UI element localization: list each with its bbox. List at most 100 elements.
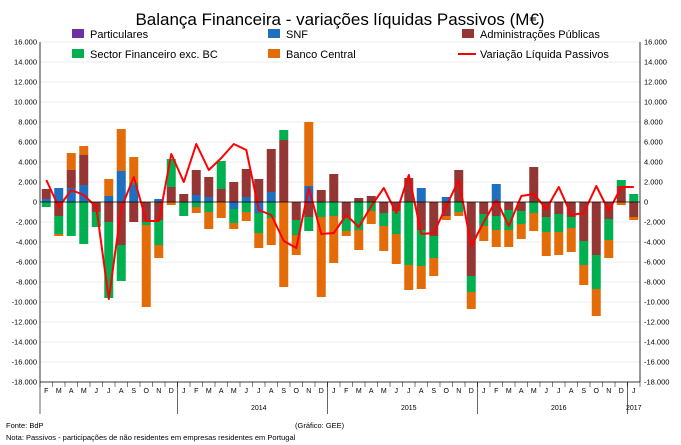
x-tick-label: O — [144, 388, 150, 395]
legend-swatch — [72, 49, 84, 58]
bar-banco-central — [79, 146, 89, 155]
bar-banco-central — [541, 232, 551, 256]
bar-administra-es-p-blicas — [416, 202, 426, 230]
bar-administra-es-p-blicas — [454, 170, 464, 202]
x-tick-label: J — [557, 388, 561, 395]
x-tick-label: M — [531, 388, 537, 395]
bar-banco-central — [191, 207, 201, 213]
bar-administra-es-p-blicas — [429, 202, 439, 236]
bar-banco-central — [204, 212, 214, 229]
y-tick-label-right: 4.000 — [644, 158, 663, 167]
y-tick-label-right: -10.000 — [644, 298, 669, 307]
x-tick-label: S — [281, 388, 286, 395]
y-tick-label-left: -18.000 — [12, 378, 37, 387]
bar-sector-financeiro-exc-bc — [466, 276, 476, 292]
bar-sector-financeiro-exc-bc — [104, 222, 114, 298]
x-tick-label: M — [231, 388, 237, 395]
bar-banco-central — [404, 265, 414, 290]
x-tick-label: J — [332, 388, 336, 395]
x-tick-label: O — [444, 388, 450, 395]
bar-banco-central — [629, 217, 639, 220]
bar-sector-financeiro-exc-bc — [604, 219, 614, 240]
bar-sector-financeiro-exc-bc — [166, 159, 176, 187]
bar-administra-es-p-blicas — [66, 170, 76, 188]
bar-banco-central — [429, 258, 439, 276]
x-tick-label: N — [156, 388, 161, 395]
bar-administra-es-p-blicas — [379, 202, 389, 213]
y-tick-label-left: 6.000 — [18, 138, 37, 147]
year-label: 2017 — [626, 405, 642, 412]
bar-sector-financeiro-exc-bc — [541, 217, 551, 232]
legend-swatch — [268, 49, 280, 58]
bar-banco-central — [329, 216, 339, 263]
bar-sector-financeiro-exc-bc — [629, 194, 639, 202]
y-tick-label-left: -16.000 — [12, 358, 37, 367]
x-tick-label: A — [519, 388, 524, 395]
x-tick-label: J — [395, 388, 399, 395]
bar-sector-financeiro-exc-bc — [416, 230, 426, 266]
bar-administra-es-p-blicas — [41, 189, 51, 199]
bar-snf — [204, 197, 214, 202]
bar-sector-financeiro-exc-bc — [91, 212, 101, 227]
x-tick-label: O — [594, 388, 600, 395]
bar-banco-central — [416, 266, 426, 289]
bar-sector-financeiro-exc-bc — [266, 202, 276, 218]
bar-administra-es-p-blicas — [141, 202, 151, 222]
x-tick-label: N — [606, 388, 611, 395]
bar-administra-es-p-blicas — [216, 189, 226, 202]
bar-sector-financeiro-exc-bc — [504, 210, 514, 230]
bar-sector-financeiro-exc-bc — [579, 241, 589, 265]
legend-swatch — [462, 29, 474, 38]
bar-snf — [304, 186, 314, 202]
bar-administra-es-p-blicas — [204, 177, 214, 197]
bar-banco-central — [341, 231, 351, 236]
x-tick-label: A — [69, 388, 74, 395]
y-tick-label-left: 16.000 — [14, 38, 37, 47]
bar-administra-es-p-blicas — [591, 202, 601, 255]
bar-administra-es-p-blicas — [291, 202, 301, 220]
x-tick-label: M — [206, 388, 212, 395]
bar-administra-es-p-blicas — [329, 174, 339, 202]
bar-banco-central — [304, 122, 314, 186]
bar-sector-financeiro-exc-bc — [379, 213, 389, 226]
x-tick-label: A — [219, 388, 224, 395]
bar-sector-financeiro-exc-bc — [254, 213, 264, 233]
bar-banco-central — [104, 179, 114, 196]
bar-sector-financeiro-exc-bc — [516, 211, 526, 224]
bar-sector-financeiro-exc-bc — [66, 202, 76, 236]
bar-banco-central — [441, 216, 451, 220]
year-label: 2014 — [251, 405, 267, 412]
x-tick-label: N — [456, 388, 461, 395]
bar-snf — [129, 185, 139, 202]
bar-banco-central — [279, 202, 289, 287]
bar-banco-central — [266, 218, 276, 245]
bar-administra-es-p-blicas — [54, 202, 64, 216]
bar-sector-financeiro-exc-bc — [404, 202, 414, 265]
bar-banco-central — [466, 292, 476, 309]
bar-sector-financeiro-exc-bc — [154, 220, 164, 245]
x-tick-label: N — [306, 388, 311, 395]
x-tick-label: M — [356, 388, 362, 395]
bar-sector-financeiro-exc-bc — [554, 214, 564, 232]
bars — [41, 122, 639, 316]
bar-administra-es-p-blicas — [491, 202, 501, 216]
bar-sector-financeiro-exc-bc — [41, 202, 51, 207]
bar-administra-es-p-blicas — [154, 202, 164, 220]
bar-administra-es-p-blicas — [116, 202, 126, 245]
chart-title: Balança Financeira - variações líquidas … — [135, 10, 544, 29]
bar-administra-es-p-blicas — [229, 182, 239, 202]
bar-administra-es-p-blicas — [529, 167, 539, 202]
bar-snf — [116, 171, 126, 202]
bar-administra-es-p-blicas — [316, 190, 326, 202]
bar-banco-central — [516, 224, 526, 239]
bar-banco-central — [229, 223, 239, 229]
bar-snf — [229, 202, 239, 209]
bar-snf — [491, 184, 501, 202]
bar-administra-es-p-blicas — [579, 202, 589, 241]
y-tick-label-right: 2.000 — [644, 178, 663, 187]
bar-snf — [54, 188, 64, 202]
bar-administra-es-p-blicas — [566, 202, 576, 217]
legend: Particulares SNF Administrações Públicas Se… — [72, 29, 609, 61]
bar-sector-financeiro-exc-bc — [141, 222, 151, 225]
y-tick-label-left: -4.000 — [16, 238, 37, 247]
